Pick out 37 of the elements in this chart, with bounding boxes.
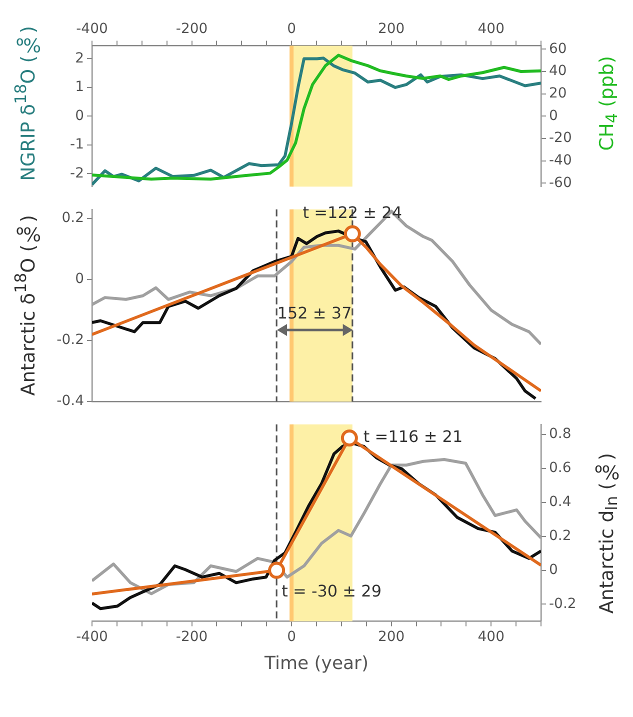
annotation: 152 ± 37 bbox=[277, 304, 352, 323]
y-tick-label: -0.2 bbox=[56, 332, 84, 348]
y2-tick-label: -0.2 bbox=[549, 596, 576, 612]
y2-tick-label: -60 bbox=[549, 174, 572, 191]
y2-tick-label: -40 bbox=[549, 152, 572, 169]
x-tick-label: 200 bbox=[378, 21, 405, 38]
y-tick-label: 2 bbox=[75, 50, 84, 66]
annotation: t =122 ± 24 bbox=[302, 202, 402, 222]
x-axis-title: Time (year) bbox=[264, 653, 370, 674]
y-tick-label: -2 bbox=[70, 165, 84, 182]
x-tick-label: 400 bbox=[478, 21, 504, 38]
y-tick-label: -0.4 bbox=[56, 393, 84, 410]
y2-tick-label: 0.6 bbox=[549, 460, 572, 476]
y2-tick-label: 0.4 bbox=[549, 494, 572, 510]
y-tick-label: 0 bbox=[75, 108, 84, 124]
y-tick-label: 0 bbox=[75, 271, 84, 288]
y2-tick-label: -20 bbox=[549, 130, 572, 146]
x-tick-label: -200 bbox=[176, 21, 208, 38]
y2-tick-label: 0 bbox=[549, 562, 558, 578]
y2-tick-label: 20 bbox=[549, 85, 567, 102]
x-tick-label: -200 bbox=[176, 629, 208, 646]
annotation: t = -30 ± 29 bbox=[282, 581, 382, 600]
y2-tick-label: 60 bbox=[549, 40, 567, 57]
y-tick-label: 1 bbox=[75, 79, 84, 96]
annotation: t =116 ± 21 bbox=[363, 427, 463, 446]
y2-tick-label: 0 bbox=[549, 108, 558, 124]
y2-tick-label: 0.2 bbox=[549, 528, 572, 544]
x-tick-label: 400 bbox=[478, 629, 504, 646]
x-tick-label: -400 bbox=[76, 21, 108, 38]
x-tick-label: 200 bbox=[378, 629, 405, 646]
x-tick-label: -400 bbox=[76, 629, 108, 646]
y2-tick-label: 0.8 bbox=[549, 426, 572, 442]
x-tick-label: 0 bbox=[287, 21, 296, 38]
y2-tick-label: 40 bbox=[549, 63, 567, 80]
y-tick-label: 0.2 bbox=[62, 210, 84, 226]
y-tick-label: -1 bbox=[70, 136, 84, 153]
x-tick-label: 0 bbox=[287, 629, 296, 646]
